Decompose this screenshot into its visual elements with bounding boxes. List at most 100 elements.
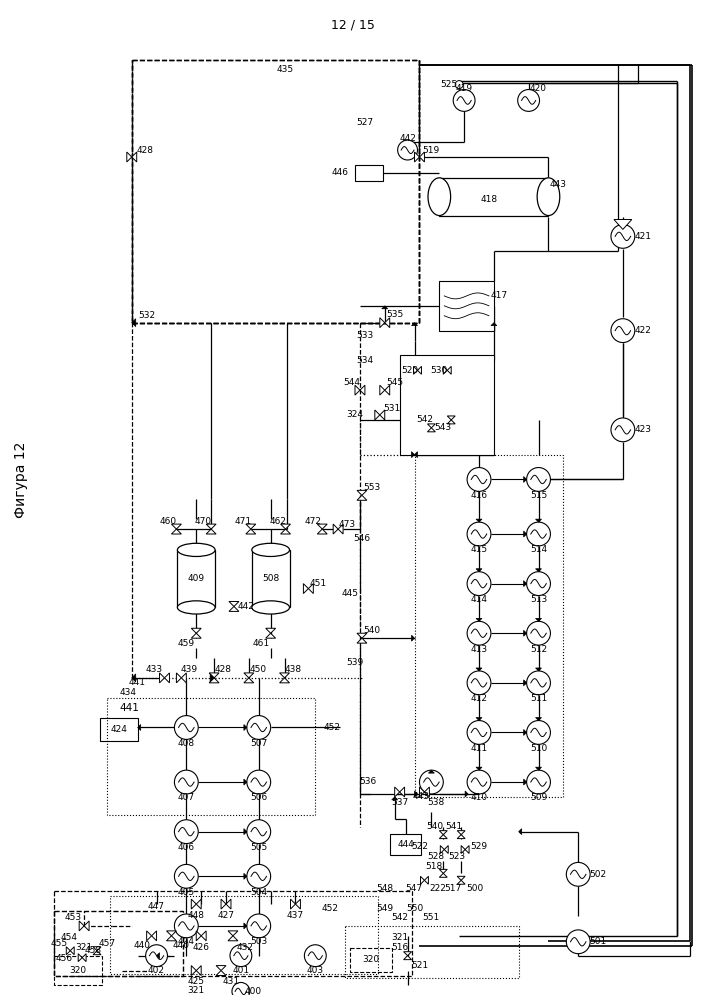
Text: 407: 407 [177,793,195,802]
Circle shape [611,224,635,248]
Polygon shape [132,152,136,162]
Polygon shape [229,606,239,611]
Circle shape [527,468,551,491]
Text: 409: 409 [187,574,205,583]
Polygon shape [70,947,74,955]
Circle shape [230,945,252,967]
Polygon shape [414,791,418,797]
Text: 321: 321 [391,933,408,942]
Polygon shape [524,531,527,537]
Text: 446: 446 [332,168,349,177]
Polygon shape [138,725,141,730]
Text: 448: 448 [188,911,205,920]
Polygon shape [156,953,160,959]
Text: 508: 508 [262,574,279,583]
Circle shape [467,468,491,491]
Polygon shape [536,569,542,572]
Circle shape [397,140,418,160]
Text: 531: 531 [383,404,400,413]
Text: 550: 550 [406,904,423,913]
Text: 506: 506 [250,793,267,802]
Text: 537: 537 [391,798,408,807]
Polygon shape [443,366,448,374]
Bar [355,165,382,181]
Text: 546: 546 [354,534,370,543]
Polygon shape [357,495,367,500]
Polygon shape [317,529,327,534]
Text: 404: 404 [178,937,195,946]
Ellipse shape [177,543,215,556]
Text: 422: 422 [634,326,651,335]
Polygon shape [216,966,226,971]
Polygon shape [244,779,247,785]
Polygon shape [414,452,418,458]
Circle shape [247,770,271,794]
Polygon shape [93,951,101,955]
Text: 419: 419 [455,84,473,93]
Polygon shape [216,971,226,976]
Polygon shape [357,638,367,643]
Circle shape [247,716,271,739]
Polygon shape [419,152,424,162]
Polygon shape [440,846,444,853]
Polygon shape [317,524,327,529]
Polygon shape [355,385,360,395]
Polygon shape [132,319,136,327]
Text: 511: 511 [530,694,547,703]
Polygon shape [395,787,399,797]
Circle shape [611,319,635,343]
Text: 544: 544 [344,378,361,387]
Polygon shape [457,876,465,880]
Polygon shape [266,633,276,638]
Polygon shape [192,628,201,633]
Text: 414: 414 [470,595,488,604]
Text: 413: 413 [470,645,488,654]
Text: 504: 504 [250,888,267,897]
Text: 551: 551 [423,913,440,922]
Polygon shape [404,952,411,956]
Bar [54,891,411,976]
Text: 542: 542 [391,913,408,922]
Text: 454: 454 [61,933,78,942]
Polygon shape [375,410,380,420]
Polygon shape [197,931,201,941]
Text: 530: 530 [431,366,448,375]
Polygon shape [392,797,397,800]
Circle shape [467,621,491,645]
Polygon shape [146,931,151,941]
Text: 501: 501 [590,937,607,946]
Polygon shape [382,306,387,309]
Polygon shape [182,673,187,683]
Text: 423: 423 [634,425,651,434]
Polygon shape [197,966,201,976]
Text: 426: 426 [193,943,210,952]
Text: 443: 443 [550,180,567,189]
Polygon shape [428,770,434,773]
Polygon shape [524,779,527,785]
Polygon shape [439,835,448,839]
Polygon shape [244,673,254,678]
Polygon shape [171,524,182,529]
Text: 417: 417 [490,291,508,300]
Text: 549: 549 [376,904,393,913]
Polygon shape [380,410,385,420]
Polygon shape [465,791,468,797]
Text: 442: 442 [238,602,255,611]
Text: 432: 432 [236,943,253,952]
Text: 513: 513 [530,595,547,604]
Polygon shape [210,674,214,682]
Polygon shape [457,835,465,839]
Bar [107,698,315,815]
Text: 455: 455 [51,939,68,948]
Polygon shape [428,428,436,432]
Circle shape [232,982,250,1000]
Text: Фигура 12: Фигура 12 [13,441,28,518]
Text: 421: 421 [634,232,651,241]
Polygon shape [536,519,542,522]
Text: 418: 418 [480,195,498,204]
Polygon shape [411,323,418,326]
Polygon shape [424,876,428,884]
Text: 525: 525 [440,80,458,89]
Text: 441: 441 [128,678,145,687]
Text: 509: 509 [530,793,547,802]
